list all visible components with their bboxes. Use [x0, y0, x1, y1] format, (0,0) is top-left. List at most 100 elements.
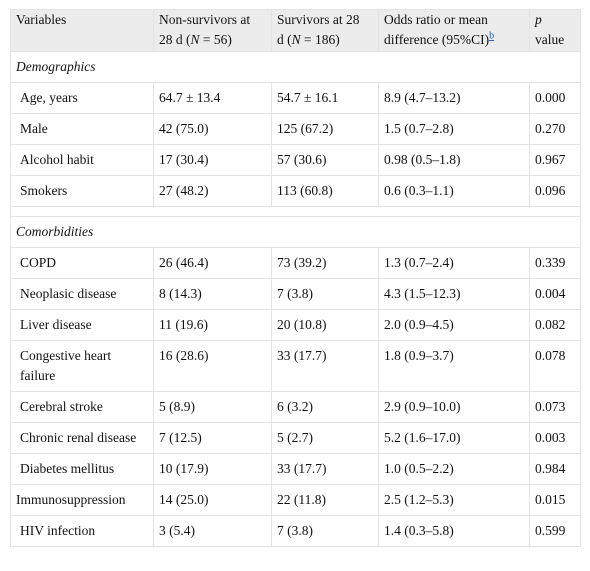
table-row: Chronic renal disease 7 (12.5) 5 (2.7) 5… — [10, 422, 581, 454]
table-row: HIV infection 3 (5.4) 7 (3.8) 1.4 (0.3–5… — [10, 515, 581, 547]
table-row: COPD 26 (46.4) 73 (39.2) 1.3 (0.7–2.4) 0… — [10, 247, 581, 279]
table-row: Male 42 (75.0) 125 (67.2) 1.5 (0.7–2.8) … — [10, 113, 581, 145]
header-variables: Variables — [10, 9, 154, 52]
cell-variable: Immunosuppression — [10, 484, 154, 516]
cell-odds-ratio: 0.98 (0.5–1.8) — [378, 144, 530, 176]
header-survivors-n: N — [291, 32, 301, 47]
cell-p-value: 0.003 — [529, 422, 581, 454]
header-p-value: p value — [529, 9, 581, 52]
cell-variable: COPD — [10, 247, 154, 279]
footnote-b-link[interactable]: b — [489, 30, 495, 42]
header-p-label: p — [535, 12, 542, 27]
cell-survivors: 54.7 ± 16.1 — [271, 82, 379, 114]
cell-odds-ratio: 1.3 (0.7–2.4) — [378, 247, 530, 279]
cell-survivors: 7 (3.8) — [271, 515, 379, 547]
cell-p-value: 0.270 — [529, 113, 581, 145]
header-variables-label: Variables — [16, 12, 67, 27]
cell-p-value: 0.082 — [529, 309, 581, 341]
header-survivors-line2-pre: d ( — [277, 32, 292, 47]
cell-non-survivors: 3 (5.4) — [153, 515, 272, 547]
cell-p-value: 0.004 — [529, 278, 581, 310]
table-row: Immunosuppression 14 (25.0) 22 (11.8) 2.… — [10, 484, 581, 516]
header-row: Variables Non-survivors at 28 d (N = 56)… — [10, 9, 581, 52]
cell-survivors: 6 (3.2) — [271, 391, 379, 423]
cell-survivors: 113 (60.8) — [271, 175, 379, 207]
cell-odds-ratio: 5.2 (1.6–17.0) — [378, 422, 530, 454]
cell-odds-ratio: 1.8 (0.9–3.7) — [378, 340, 530, 392]
cell-non-survivors: 26 (46.4) — [153, 247, 272, 279]
header-survivors-line2-post: = 186) — [300, 32, 340, 47]
cell-odds-ratio: 1.5 (0.7–2.8) — [378, 113, 530, 145]
cell-non-survivors: 10 (17.9) — [153, 453, 272, 485]
header-non-survivors-line2-pre: 28 d ( — [159, 32, 191, 47]
header-p-line2: value — [535, 32, 565, 47]
header-odds-line2: difference (95%CI) — [384, 32, 490, 47]
cell-variable: Age, years — [10, 82, 154, 114]
table-row: Diabetes mellitus 10 (17.9) 33 (17.7) 1.… — [10, 453, 581, 485]
section-row-comorbidities: Comorbidities — [10, 216, 581, 248]
cell-variable: Alcohol habit — [10, 144, 154, 176]
cell-variable: Male — [10, 113, 154, 145]
cell-odds-ratio: 2.5 (1.2–5.3) — [378, 484, 530, 516]
cell-non-survivors: 7 (12.5) — [153, 422, 272, 454]
cell-variable: Chronic renal disease — [10, 422, 154, 454]
header-non-survivors-line2-post: = 56) — [199, 32, 232, 47]
cell-variable: Diabetes mellitus — [10, 453, 154, 485]
cell-non-survivors: 27 (48.2) — [153, 175, 272, 207]
cell-non-survivors: 17 (30.4) — [153, 144, 272, 176]
cell-non-survivors: 42 (75.0) — [153, 113, 272, 145]
cell-odds-ratio: 2.9 (0.9–10.0) — [378, 391, 530, 423]
header-non-survivors-n: N — [190, 32, 200, 47]
cell-non-survivors: 64.7 ± 13.4 — [153, 82, 272, 114]
results-table: Variables Non-survivors at 28 d (N = 56)… — [10, 9, 581, 547]
table-row: Congestive heart failure 16 (28.6) 33 (1… — [10, 340, 581, 392]
header-survivors-line1: Survivors at 28 — [277, 12, 360, 27]
table-row: Age, years 64.7 ± 13.4 54.7 ± 16.1 8.9 (… — [10, 82, 581, 114]
cell-survivors: 7 (3.8) — [271, 278, 379, 310]
cell-p-value: 0.000 — [529, 82, 581, 114]
cell-variable: Liver disease — [10, 309, 154, 341]
cell-survivors: 5 (2.7) — [271, 422, 379, 454]
cell-survivors: 57 (30.6) — [271, 144, 379, 176]
cell-non-survivors: 16 (28.6) — [153, 340, 272, 392]
section-title: Comorbidities — [10, 216, 581, 248]
cell-p-value: 0.599 — [529, 515, 581, 547]
cell-variable: Smokers — [10, 175, 154, 207]
cell-variable: Neoplasic disease — [10, 278, 154, 310]
cell-odds-ratio: 2.0 (0.9–4.5) — [378, 309, 530, 341]
cell-odds-ratio: 4.3 (1.5–12.3) — [378, 278, 530, 310]
cell-odds-ratio: 0.6 (0.3–1.1) — [378, 175, 530, 207]
cell-non-survivors: 11 (19.6) — [153, 309, 272, 341]
cell-odds-ratio: 1.4 (0.3–5.8) — [378, 515, 530, 547]
section-row-demographics: Demographics — [10, 51, 581, 83]
section-divider-cell — [10, 206, 581, 217]
cell-non-survivors: 14 (25.0) — [153, 484, 272, 516]
cell-odds-ratio: 1.0 (0.5–2.2) — [378, 453, 530, 485]
cell-survivors: 22 (11.8) — [271, 484, 379, 516]
table-row: Smokers 27 (48.2) 113 (60.8) 0.6 (0.3–1.… — [10, 175, 581, 207]
header-non-survivors-line1: Non-survivors at — [159, 12, 251, 27]
table-row: Neoplasic disease 8 (14.3) 7 (3.8) 4.3 (… — [10, 278, 581, 310]
header-non-survivors: Non-survivors at 28 d (N = 56) — [153, 9, 272, 52]
cell-survivors: 33 (17.7) — [271, 340, 379, 392]
table-row: Cerebral stroke 5 (8.9) 6 (3.2) 2.9 (0.9… — [10, 391, 581, 423]
cell-p-value: 0.078 — [529, 340, 581, 392]
cell-variable: Congestive heart failure — [10, 340, 154, 392]
cell-survivors: 125 (67.2) — [271, 113, 379, 145]
section-title: Demographics — [10, 51, 581, 83]
cell-non-survivors: 5 (8.9) — [153, 391, 272, 423]
cell-p-value: 0.967 — [529, 144, 581, 176]
header-odds-line1: Odds ratio or mean — [384, 12, 488, 27]
header-odds-ratio: Odds ratio or mean difference (95%CI)b — [378, 9, 530, 52]
cell-variable: Cerebral stroke — [10, 391, 154, 423]
cell-non-survivors: 8 (14.3) — [153, 278, 272, 310]
cell-survivors: 33 (17.7) — [271, 453, 379, 485]
cell-p-value: 0.339 — [529, 247, 581, 279]
cell-odds-ratio: 8.9 (4.7–13.2) — [378, 82, 530, 114]
cell-variable: HIV infection — [10, 515, 154, 547]
table-row: Liver disease 11 (19.6) 20 (10.8) 2.0 (0… — [10, 309, 581, 341]
header-survivors: Survivors at 28 d (N = 186) — [271, 9, 379, 52]
cell-p-value: 0.015 — [529, 484, 581, 516]
cell-survivors: 73 (39.2) — [271, 247, 379, 279]
table-row: Alcohol habit 17 (30.4) 57 (30.6) 0.98 (… — [10, 144, 581, 176]
